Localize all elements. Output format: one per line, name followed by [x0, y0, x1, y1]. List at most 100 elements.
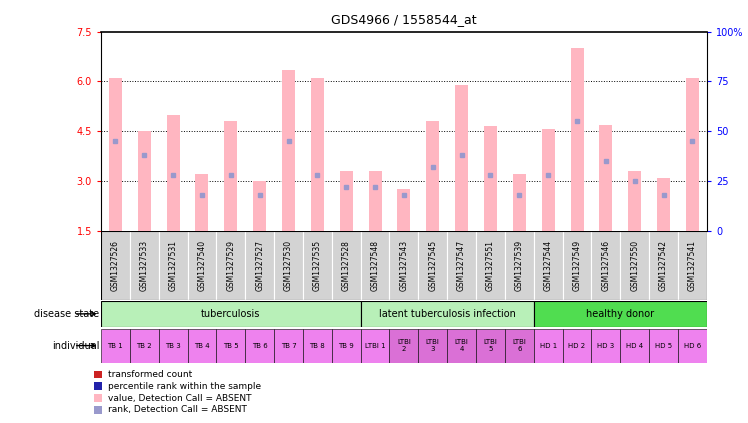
- Bar: [620, 329, 649, 363]
- Bar: [534, 231, 562, 300]
- Bar: [686, 78, 699, 231]
- Text: GSM1327531: GSM1327531: [168, 240, 177, 291]
- Bar: [130, 329, 159, 363]
- Bar: [101, 301, 361, 327]
- Text: tuberculosis: tuberculosis: [201, 309, 260, 319]
- Text: individual: individual: [52, 341, 99, 351]
- Text: GSM1327535: GSM1327535: [313, 240, 322, 291]
- Bar: [340, 171, 353, 231]
- Text: GSM1327529: GSM1327529: [227, 240, 236, 291]
- Bar: [657, 178, 670, 231]
- Bar: [592, 231, 620, 300]
- Bar: [678, 231, 707, 300]
- Text: LTBI
2: LTBI 2: [397, 339, 411, 352]
- Bar: [628, 171, 641, 231]
- Bar: [130, 231, 159, 300]
- Text: GSM1327544: GSM1327544: [544, 240, 553, 291]
- Bar: [94, 371, 102, 378]
- Text: LTBI
3: LTBI 3: [426, 339, 440, 352]
- Bar: [94, 382, 102, 390]
- Bar: [274, 329, 303, 363]
- Text: GSM1327551: GSM1327551: [486, 240, 495, 291]
- Bar: [332, 329, 361, 363]
- Bar: [505, 329, 534, 363]
- Text: GSM1327542: GSM1327542: [659, 240, 668, 291]
- Text: HD 1: HD 1: [539, 343, 557, 349]
- Text: LTBI
5: LTBI 5: [483, 339, 497, 352]
- Bar: [542, 129, 555, 231]
- Bar: [101, 329, 130, 363]
- Bar: [534, 301, 707, 327]
- Bar: [620, 231, 649, 300]
- Bar: [505, 231, 534, 300]
- Bar: [109, 78, 122, 231]
- Bar: [167, 115, 180, 231]
- Bar: [418, 329, 447, 363]
- Text: HD 6: HD 6: [684, 343, 701, 349]
- Bar: [188, 231, 216, 300]
- Bar: [274, 231, 303, 300]
- Bar: [245, 329, 274, 363]
- Bar: [311, 78, 324, 231]
- Bar: [649, 231, 678, 300]
- Bar: [361, 329, 390, 363]
- Text: GSM1327545: GSM1327545: [429, 240, 438, 291]
- Bar: [476, 329, 505, 363]
- Text: percentile rank within the sample: percentile rank within the sample: [108, 382, 262, 391]
- Text: GSM1327541: GSM1327541: [688, 240, 697, 291]
- Text: GSM1327527: GSM1327527: [255, 240, 264, 291]
- Text: LTBI 1: LTBI 1: [365, 343, 385, 349]
- Bar: [361, 231, 390, 300]
- Text: GSM1327543: GSM1327543: [399, 240, 408, 291]
- Bar: [390, 329, 418, 363]
- Text: GDS4966 / 1558544_at: GDS4966 / 1558544_at: [331, 13, 476, 26]
- Bar: [216, 231, 245, 300]
- Text: TB 9: TB 9: [338, 343, 354, 349]
- Bar: [455, 85, 468, 231]
- Bar: [159, 231, 188, 300]
- Text: GSM1327547: GSM1327547: [457, 240, 466, 291]
- Text: GSM1327539: GSM1327539: [515, 240, 524, 291]
- Bar: [224, 121, 237, 231]
- Text: value, Detection Call = ABSENT: value, Detection Call = ABSENT: [108, 393, 252, 403]
- Text: GSM1327546: GSM1327546: [601, 240, 610, 291]
- Text: transformed count: transformed count: [108, 370, 193, 379]
- Bar: [476, 231, 505, 300]
- Bar: [138, 131, 151, 231]
- Text: TB 3: TB 3: [165, 343, 181, 349]
- Text: LTBI
4: LTBI 4: [455, 339, 468, 352]
- Text: TB 6: TB 6: [252, 343, 268, 349]
- Text: LTBI
6: LTBI 6: [512, 339, 527, 352]
- Bar: [303, 329, 332, 363]
- Text: GSM1327548: GSM1327548: [370, 240, 379, 291]
- Text: GSM1327540: GSM1327540: [197, 240, 206, 291]
- Bar: [418, 231, 447, 300]
- Bar: [390, 231, 418, 300]
- Text: disease state: disease state: [34, 309, 99, 319]
- Text: HD 2: HD 2: [568, 343, 586, 349]
- Bar: [369, 171, 381, 231]
- Bar: [562, 231, 592, 300]
- Bar: [94, 406, 102, 414]
- Bar: [592, 329, 620, 363]
- Text: GSM1327530: GSM1327530: [284, 240, 293, 291]
- Text: TB 4: TB 4: [194, 343, 209, 349]
- Bar: [94, 394, 102, 402]
- Bar: [397, 189, 411, 231]
- Bar: [282, 70, 295, 231]
- Bar: [484, 126, 497, 231]
- Bar: [159, 329, 188, 363]
- Bar: [513, 174, 526, 231]
- Bar: [678, 329, 707, 363]
- Bar: [216, 329, 245, 363]
- Bar: [101, 231, 130, 300]
- Bar: [188, 329, 216, 363]
- Text: TB 5: TB 5: [223, 343, 239, 349]
- Bar: [534, 329, 562, 363]
- Bar: [245, 231, 274, 300]
- Bar: [361, 301, 534, 327]
- Bar: [303, 231, 332, 300]
- Bar: [649, 329, 678, 363]
- Text: latent tuberculosis infection: latent tuberculosis infection: [378, 309, 515, 319]
- Text: TB 8: TB 8: [310, 343, 325, 349]
